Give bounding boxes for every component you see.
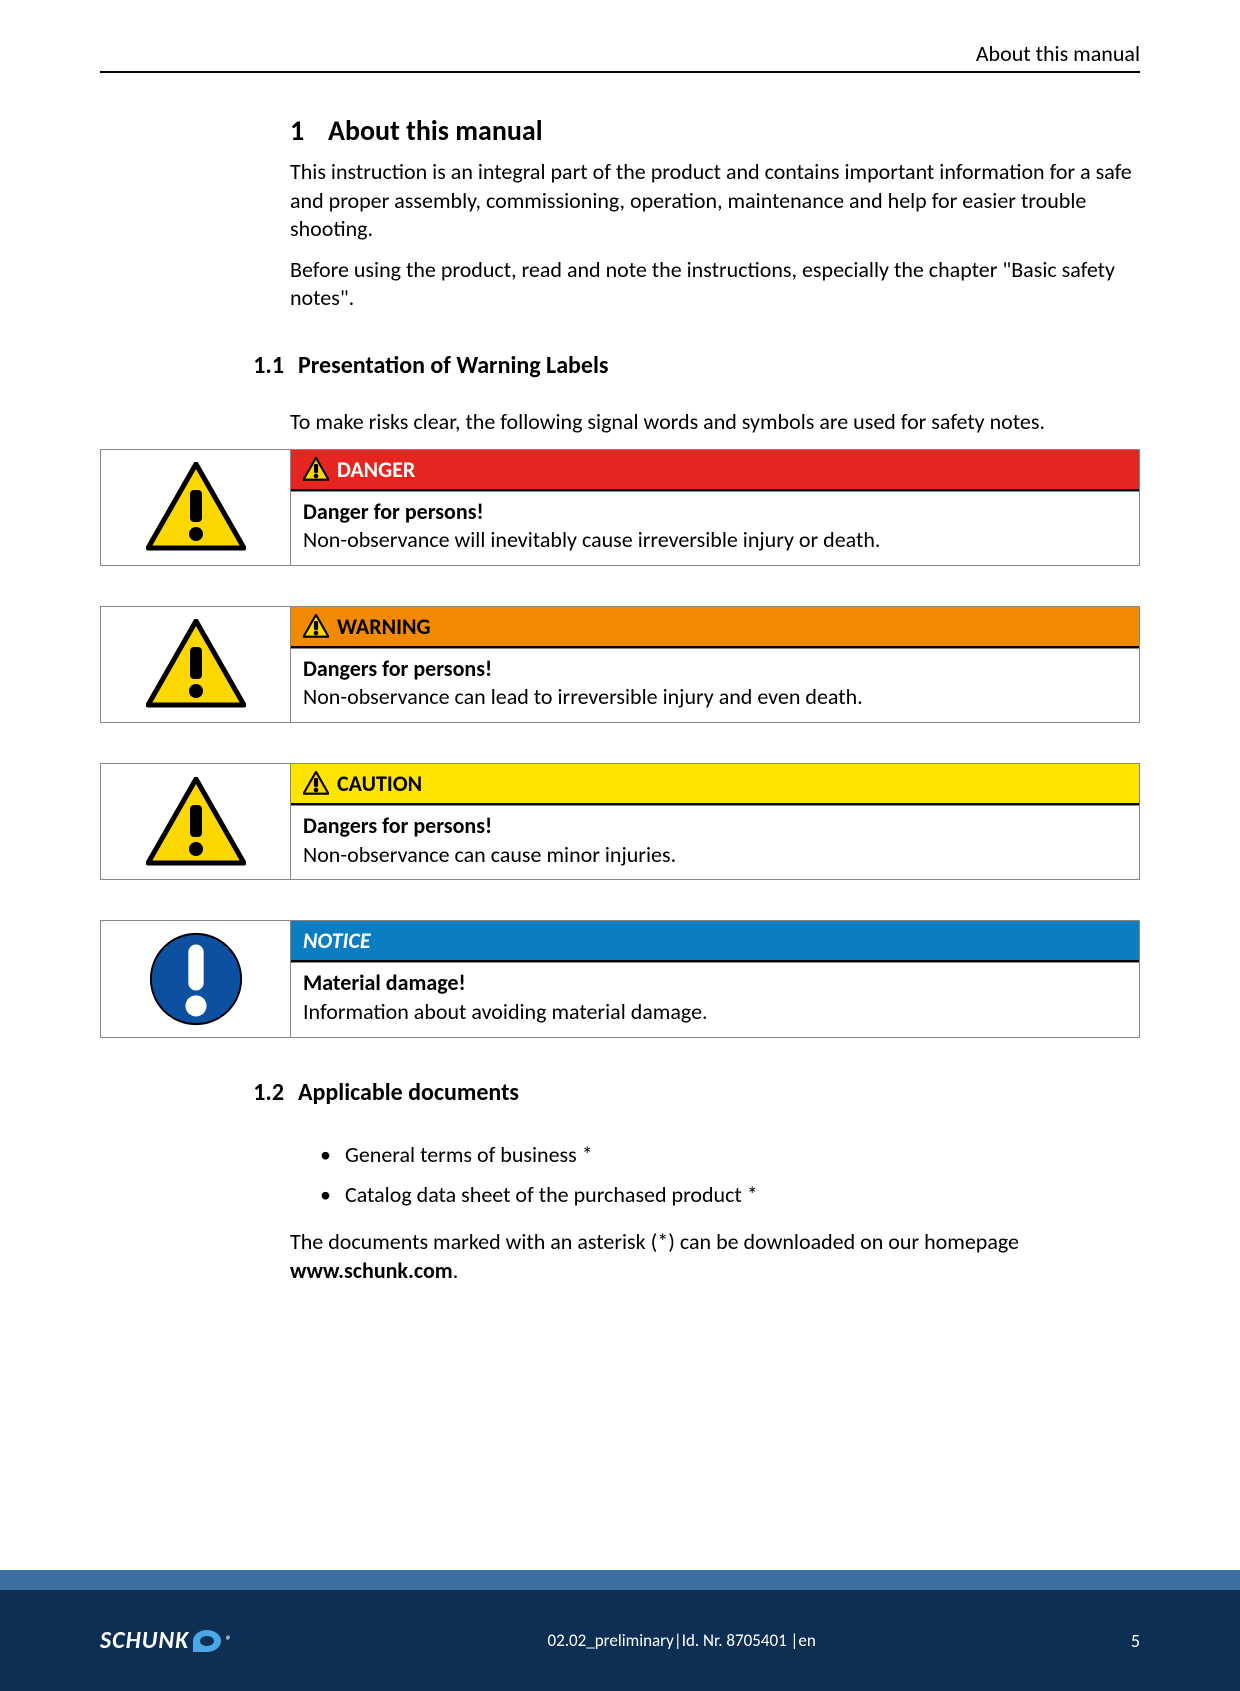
para-s1-1-p1: To make risks clear, the following signa… xyxy=(290,408,1140,437)
list-item: Catalog data sheet of the purchased prod… xyxy=(320,1175,1140,1215)
alert-notice-signal: NOTICE xyxy=(303,927,371,954)
warning-triangle-icon xyxy=(146,619,246,709)
footer-page-number: 5 xyxy=(1131,1630,1140,1652)
registered-mark: ® xyxy=(225,1634,232,1648)
homepage-link: www.schunk.com xyxy=(290,1257,453,1284)
alert-warning-header: WARNING xyxy=(291,607,1139,648)
heading-1-1: 1.1 Presentation of Warning Labels xyxy=(240,351,1140,380)
alert-warning-signal: WARNING xyxy=(337,613,431,640)
heading-1-title: About this manual xyxy=(328,113,543,148)
alert-caution-bold: Dangers for persons! xyxy=(303,812,492,839)
alert-danger-bold: Danger for persons! xyxy=(303,498,484,525)
para-s1-p1: This instruction is an integral part of … xyxy=(290,158,1140,244)
alert-warning: WARNING Dangers for persons! Non-observa… xyxy=(100,606,1140,723)
footer-brand-text: SCHUNK xyxy=(100,1626,189,1655)
alert-warning-bold: Dangers for persons! xyxy=(303,655,492,682)
alert-danger: DANGER Danger for persons! Non-observanc… xyxy=(100,449,1140,566)
list-item: General terms of business * xyxy=(320,1135,1140,1175)
alert-notice-text: Material damage! Information about avoid… xyxy=(291,962,1139,1036)
alert-caution-text: Dangers for persons! Non-observance can … xyxy=(291,805,1139,879)
warning-triangle-icon xyxy=(146,777,246,867)
heading-1: 1 About this manual xyxy=(290,113,1140,148)
warning-triangle-icon xyxy=(146,462,246,552)
para-s1-2-p1-c: . xyxy=(453,1257,459,1284)
alert-danger-header: DANGER xyxy=(291,450,1139,491)
running-header: About this manual xyxy=(100,40,1140,73)
alert-danger-text: Danger for persons! Non-observance will … xyxy=(291,491,1139,565)
list-item-text: Catalog data sheet of the purchased prod… xyxy=(345,1175,758,1215)
applicable-docs-list: General terms of business * Catalog data… xyxy=(320,1135,1140,1214)
warning-triangle-small-icon xyxy=(303,457,329,481)
para-s1-p2: Before using the product, read and note … xyxy=(290,256,1140,313)
para-s1-2-p1: The documents marked with an asterisk (*… xyxy=(290,1228,1140,1285)
heading-1-num: 1 xyxy=(290,113,314,148)
footer-brand: SCHUNK ® xyxy=(100,1626,232,1655)
alert-warning-desc: Non-observance can lead to irreversible … xyxy=(303,683,863,710)
heading-1-2-title: Applicable documents xyxy=(298,1078,519,1107)
alert-caution: CAUTION Dangers for persons! Non-observa… xyxy=(100,763,1140,880)
heading-1-1-title: Presentation of Warning Labels xyxy=(298,351,608,380)
heading-1-2-num: 1.2 xyxy=(240,1078,284,1107)
page-footer: SCHUNK ® 02.02_preliminary|Id. Nr. 87054… xyxy=(0,1570,1240,1691)
footer-id-line: 02.02_preliminary|Id. Nr. 8705401 |en xyxy=(548,1630,816,1651)
list-item-text: General terms of business * xyxy=(345,1135,593,1175)
heading-1-2: 1.2 Applicable documents xyxy=(240,1078,1140,1107)
alert-caution-symbol xyxy=(101,764,291,879)
mandatory-circle-icon xyxy=(148,931,244,1027)
alert-notice-bold: Material damage! xyxy=(303,969,466,996)
warning-triangle-small-icon xyxy=(303,771,329,795)
alert-warning-text: Dangers for persons! Non-observance can … xyxy=(291,648,1139,722)
alert-notice-desc: Information about avoiding material dama… xyxy=(303,998,708,1025)
alert-danger-symbol xyxy=(101,450,291,565)
alert-caution-signal: CAUTION xyxy=(337,770,422,797)
alert-danger-signal: DANGER xyxy=(337,456,415,483)
alert-caution-desc: Non-observance can cause minor injuries. xyxy=(303,841,676,868)
alert-danger-desc: Non-observance will inevitably cause irr… xyxy=(303,526,881,553)
alert-notice: NOTICE Material damage! Information abou… xyxy=(100,920,1140,1038)
para-s1-2-p1-a: The documents marked with an asterisk (*… xyxy=(290,1228,1019,1255)
heading-1-1-num: 1.1 xyxy=(240,351,284,380)
warning-triangle-small-icon xyxy=(303,614,329,638)
alert-warning-symbol xyxy=(101,607,291,722)
alert-caution-header: CAUTION xyxy=(291,764,1139,805)
footer-stripe xyxy=(0,1570,1240,1590)
brand-swirl-icon xyxy=(193,1630,221,1652)
alert-notice-header: NOTICE xyxy=(291,921,1139,962)
alert-notice-symbol xyxy=(101,921,291,1037)
